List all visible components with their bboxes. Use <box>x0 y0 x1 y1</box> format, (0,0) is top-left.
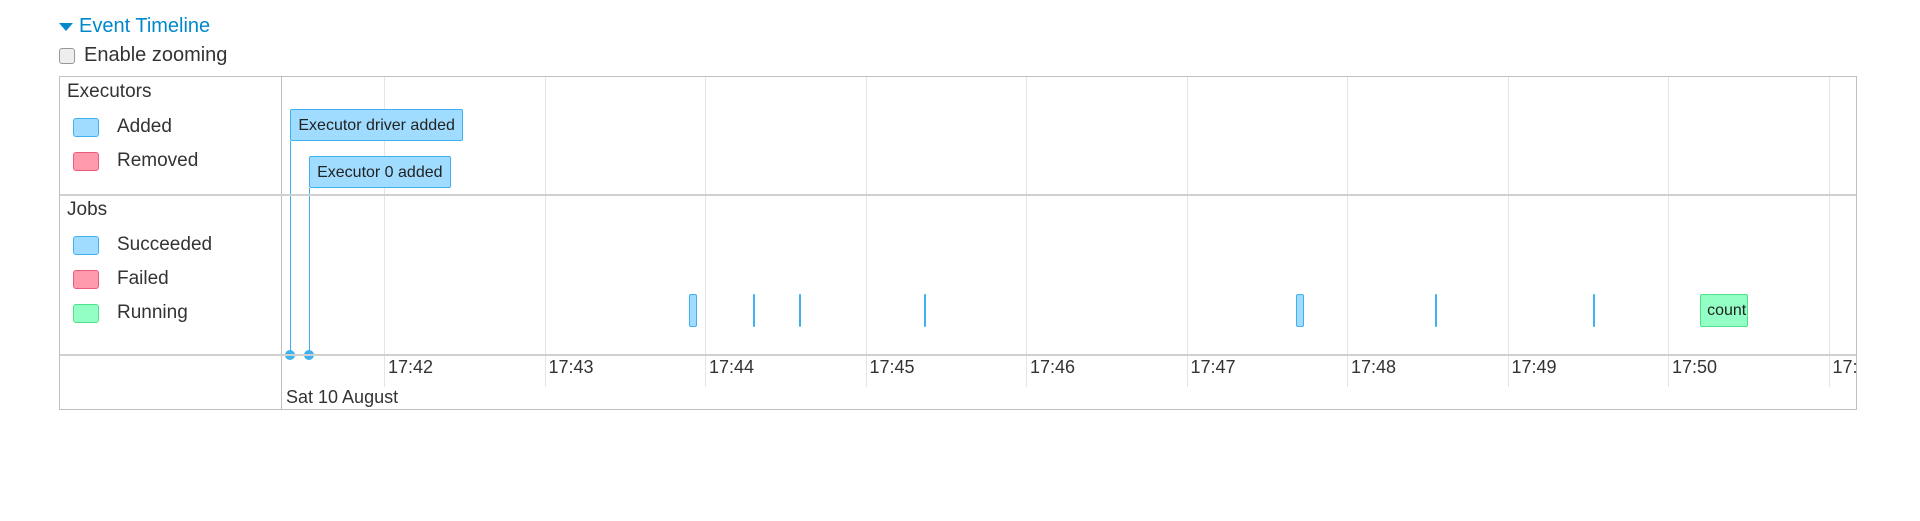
executor-event[interactable]: Executor 0 added <box>309 156 451 188</box>
job-bar[interactable] <box>1435 294 1438 327</box>
legend-label: Failed <box>117 268 169 289</box>
legend-removed: Removed <box>73 150 198 172</box>
legend-swatch <box>73 117 99 137</box>
grid-line <box>1347 77 1348 387</box>
event-timeline-toggle[interactable]: Event Timeline <box>59 15 210 38</box>
checkbox-icon[interactable] <box>59 47 75 64</box>
legend-swatch <box>73 151 99 171</box>
job-bar[interactable] <box>1593 294 1596 327</box>
section-title: Event Timeline <box>79 15 211 37</box>
axis-tick-label: 17:48 <box>1351 357 1397 377</box>
executor-event-line <box>309 188 311 354</box>
job-bar[interactable] <box>753 294 756 327</box>
executor-event[interactable]: Executor driver added <box>290 109 463 141</box>
legend-label: Removed <box>117 150 199 171</box>
legend-label: Succeeded <box>117 234 213 255</box>
group-label-jobs: Jobs <box>67 199 108 220</box>
row-divider <box>60 194 1856 196</box>
axis-tick-label: 17:44 <box>709 357 755 377</box>
axis-tick-label: 17:47 <box>1190 357 1236 377</box>
legend-succeeded: Succeeded <box>73 234 212 256</box>
axis-date: Sat 10 August <box>286 387 399 407</box>
legend-added: Added <box>73 116 172 138</box>
job-bar[interactable] <box>798 294 801 327</box>
job-bar[interactable]: count <box>1700 294 1749 327</box>
legend-swatch <box>73 235 99 255</box>
legend-running: Running <box>73 302 188 324</box>
enable-zooming-checkbox[interactable]: Enable zooming <box>59 44 227 67</box>
job-bar[interactable] <box>924 294 927 327</box>
group-label-executors: Executors <box>67 81 152 102</box>
axis-tick-label: 17:49 <box>1511 357 1557 377</box>
legend-swatch <box>73 269 99 289</box>
grid-line <box>1668 77 1669 387</box>
grid-line <box>1186 77 1188 387</box>
job-bar[interactable] <box>688 294 697 327</box>
axis-tick-label: 17:45 <box>869 357 915 377</box>
axis-tick-label: 17:46 <box>1030 357 1076 377</box>
grid-line <box>1828 77 1830 387</box>
group-label-column: Executors Added Removed Jobs Succeeded F… <box>60 77 282 409</box>
axis-divider <box>60 354 1856 356</box>
grid-line <box>1026 77 1027 387</box>
legend-label: Running <box>117 302 188 323</box>
legend-failed: Failed <box>73 268 169 290</box>
executor-event-line <box>290 141 292 354</box>
grid-line <box>544 77 546 387</box>
job-bar[interactable] <box>1296 294 1305 327</box>
caret-down-icon <box>59 22 73 31</box>
axis-tick-label: 17:51 <box>1832 357 1857 377</box>
grid-line <box>705 77 706 387</box>
grid-line <box>1507 77 1509 387</box>
checkbox-label: Enable zooming <box>84 44 228 66</box>
axis-tick-label: 17:50 <box>1672 357 1718 377</box>
grid-line <box>865 77 867 387</box>
axis-tick-label: 17:42 <box>388 357 434 377</box>
legend-label: Added <box>117 116 172 137</box>
legend-swatch <box>73 303 99 323</box>
timeline[interactable]: Executors Added Removed Jobs Succeeded F… <box>59 76 1857 410</box>
axis-tick-label: 17:43 <box>548 357 594 377</box>
grid-line <box>384 77 385 387</box>
